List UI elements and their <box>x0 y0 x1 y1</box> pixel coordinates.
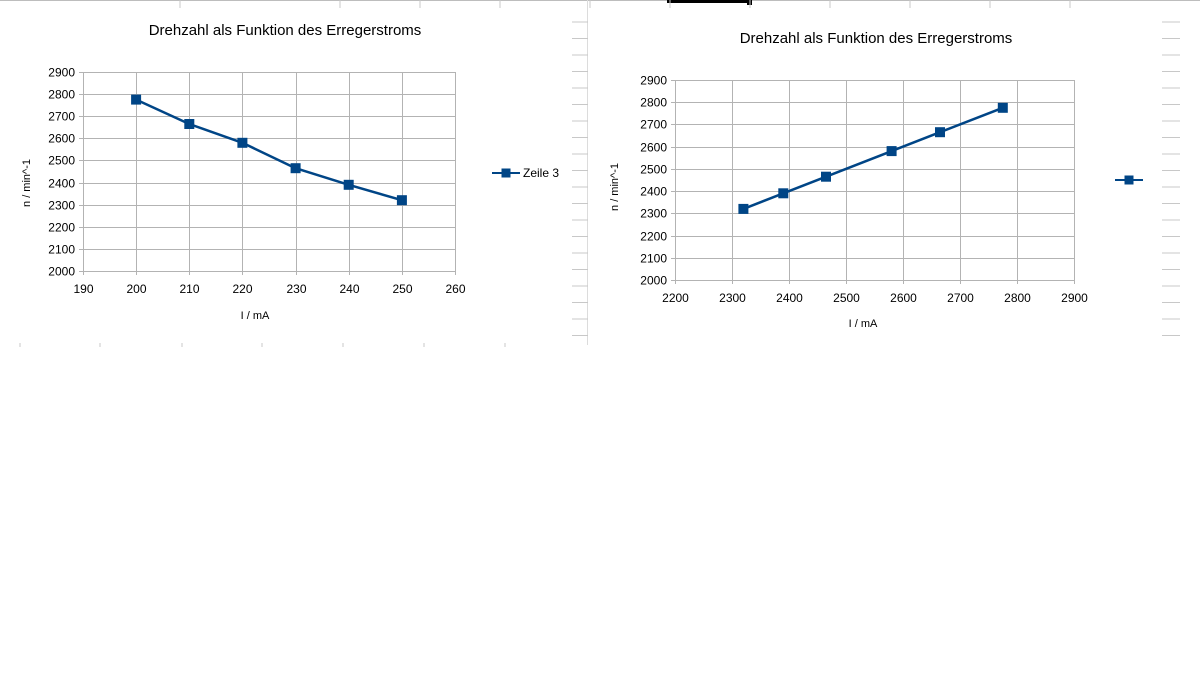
chart-1-legend: Zeile 3 <box>492 166 559 180</box>
chart-2-y-axis-label: n / min^-1 <box>609 163 621 211</box>
chart-2-legend-marker <box>1124 175 1134 185</box>
c1-y-tick-label: 2300 <box>48 199 75 213</box>
chart-1-legend-marker <box>501 168 511 178</box>
selected-cell-cursor <box>667 0 751 3</box>
c2-x-tick-label: 2600 <box>890 291 917 305</box>
c1-y-tick-label: 2500 <box>48 154 75 168</box>
c1-x-tick-label: 220 <box>232 282 252 296</box>
c2-y-tick-label: 2600 <box>640 141 667 155</box>
c2-x-tick-label: 2300 <box>719 291 746 305</box>
c1-x-tick-label: 200 <box>126 282 146 296</box>
c2-series-line <box>742 106 1004 211</box>
chart-2-legend <box>1115 175 1143 185</box>
c2-y-tick-label: 2200 <box>640 230 667 244</box>
c1-data-point <box>396 195 407 206</box>
c2-x-tick-label: 2400 <box>776 291 803 305</box>
c2-x-tick-label: 2700 <box>947 291 974 305</box>
c2-y-tick-label: 2500 <box>640 163 667 177</box>
chart-2-axes <box>675 80 1075 281</box>
chart-1[interactable]: Drehzahl als Funktion des Erregerstroms … <box>21 22 559 322</box>
chart-1-x-tick-labels: 190 200 210 220 230 240 250 260 <box>73 282 465 296</box>
c1-y-tick-label: 2200 <box>48 221 75 235</box>
chart-2-x-tick-labels: 2200 2300 2400 2500 2600 2700 2800 2900 <box>662 291 1088 305</box>
c1-plot-area-border <box>83 72 456 272</box>
c1-x-tick-label: 260 <box>445 282 465 296</box>
c2-x-tick-label: 2200 <box>662 291 689 305</box>
c1-y-tick-label: 2400 <box>48 177 75 191</box>
chart-1-y-tick-labels: 2000 2100 2200 2300 2400 2500 2600 2700 2800 2900 <box>48 66 75 279</box>
chart-1-legend-label: Zeile 3 <box>523 166 559 180</box>
c2-y-tick-label: 2800 <box>640 96 667 110</box>
c2-y-tick-label: 2000 <box>640 274 667 288</box>
c1-y-tick-label: 2000 <box>48 265 75 279</box>
c1-y-tick-label: 2600 <box>48 132 75 146</box>
chart-2-x-axis-label: I / mA <box>849 318 878 330</box>
c2-y-tick-label: 2300 <box>640 207 667 221</box>
c1-x-tick-label: 210 <box>179 282 199 296</box>
chart-1-x-axis-label: I / mA <box>241 310 270 322</box>
chart-1-axes <box>83 72 456 272</box>
c2-data-point <box>738 203 749 214</box>
c2-x-tick-label: 2900 <box>1061 291 1088 305</box>
c2-y-tick-label: 2100 <box>640 252 667 266</box>
c1-data-point <box>290 163 301 174</box>
c1-x-tick-label: 250 <box>392 282 412 296</box>
chart-2-series <box>738 102 1008 214</box>
c2-y-tick-label: 2400 <box>640 185 667 199</box>
c2-x-tick-label: 2800 <box>1004 291 1031 305</box>
c1-y-tick-label: 2800 <box>48 88 75 102</box>
c1-x-tick-label: 230 <box>286 282 306 296</box>
c1-data-point <box>343 179 354 190</box>
chart-2-title: Drehzahl als Funktion des Erregerstroms <box>740 30 1013 47</box>
chart-1-y-axis-label: n / min^-1 <box>21 159 33 207</box>
c1-y-tick-label: 2900 <box>48 66 75 80</box>
sheet-background <box>0 0 1200 347</box>
c2-data-point <box>821 171 831 182</box>
chart-2-grid <box>671 80 1075 284</box>
c1-data-point <box>184 119 195 129</box>
c2-x-tick-label: 2500 <box>833 291 860 305</box>
c2-data-point <box>886 146 897 157</box>
c1-y-tick-label: 2700 <box>48 110 75 124</box>
c1-x-tick-label: 190 <box>73 282 93 296</box>
c2-plot-area-border <box>675 80 1075 281</box>
c1-series-line <box>135 98 403 202</box>
chart-2[interactable]: Drehzahl als Funktion des Erregerstroms … <box>609 30 1143 330</box>
c1-y-tick-label: 2100 <box>48 243 75 257</box>
chart-1-series <box>131 94 407 206</box>
chart-1-title: Drehzahl als Funktion des Erregerstroms <box>149 22 422 39</box>
c1-data-point <box>237 137 248 148</box>
c1-data-point <box>131 94 142 105</box>
c2-data-point <box>997 102 1008 113</box>
c2-y-tick-label: 2900 <box>640 74 667 88</box>
c1-x-tick-label: 240 <box>339 282 359 296</box>
c2-y-tick-label: 2700 <box>640 118 667 132</box>
c2-data-point <box>778 188 789 199</box>
c2-data-point <box>935 127 945 138</box>
chart-2-y-tick-labels: 2000 2100 2200 2300 2400 2500 2600 2700 2800 2900 <box>640 74 667 288</box>
